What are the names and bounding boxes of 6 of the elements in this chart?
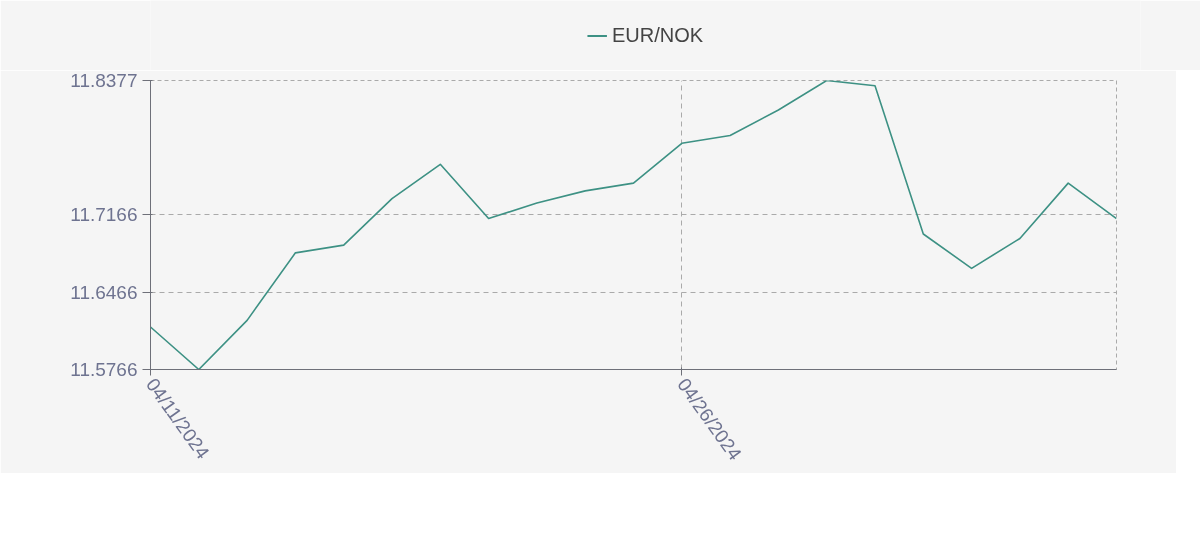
y-tick-label: 11.5766 — [70, 359, 138, 380]
legend-label: EUR/NOK — [611, 23, 704, 47]
y-tick-label: 11.8377 — [70, 70, 138, 91]
y-tick-label: 11.7166 — [70, 204, 138, 226]
line-series — [150, 80, 1117, 370]
y-tick-label: 11.6466 — [70, 281, 138, 303]
